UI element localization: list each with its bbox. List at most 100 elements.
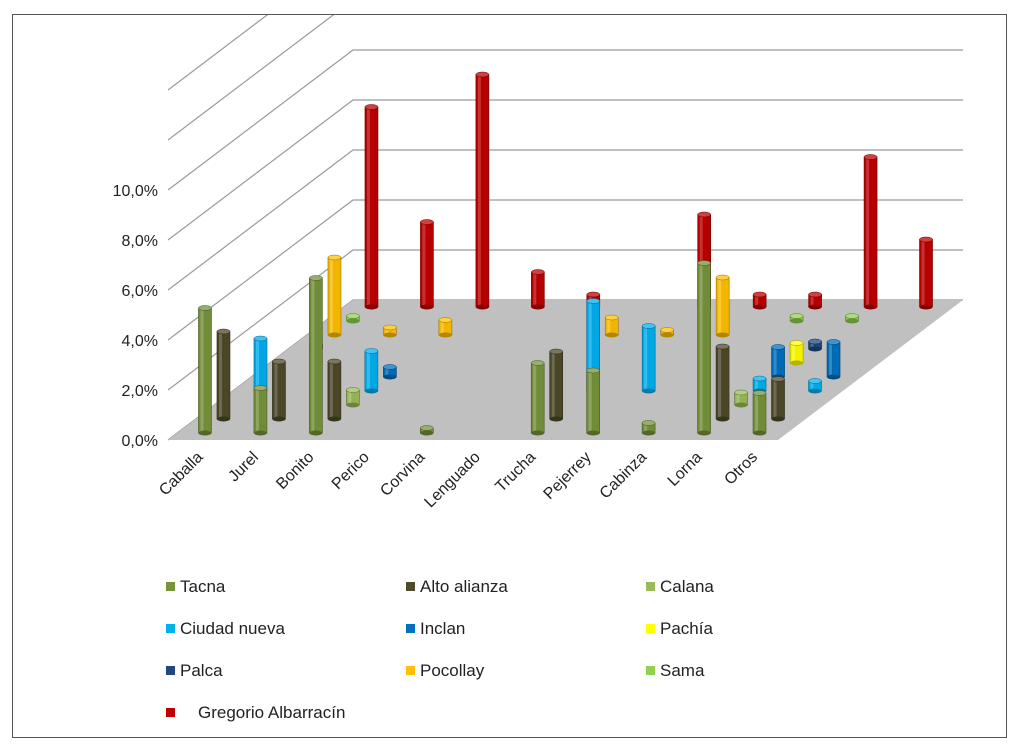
bar-pocollay-pejerrey xyxy=(715,274,730,338)
legend-item: Alto alianza xyxy=(406,577,508,596)
legend-swatch xyxy=(646,624,655,633)
bar-ciudad-nueva-otros xyxy=(808,378,822,394)
category-label: Cabinza xyxy=(597,449,651,503)
y-tick-label: 10,0% xyxy=(113,183,158,200)
legend-item: Gregorio Albarracín xyxy=(166,703,345,722)
bar-tacna-cabinza xyxy=(641,420,656,436)
bar-gregorio-albarracín-otros xyxy=(919,236,933,310)
gridline xyxy=(167,15,335,141)
gridline xyxy=(167,49,963,191)
legend: Tacna Alto alianza Calana Ciudad nueva Incla… xyxy=(166,577,714,722)
y-tick-label: 8,0% xyxy=(122,233,158,250)
legend-item: Ciudad nueva xyxy=(166,619,285,638)
legend-swatch xyxy=(646,666,655,675)
legend-item: Inclan xyxy=(406,619,465,638)
bar-alto-alianza-trucha xyxy=(549,348,564,422)
category-label: Lorna xyxy=(665,449,706,490)
bar-gregorio-albarracín-perico xyxy=(531,269,545,310)
legend-label: Ciudad nueva xyxy=(180,619,285,638)
legend-swatch xyxy=(166,708,175,717)
legend-item: Pachía xyxy=(646,619,713,638)
bar-calana-lorna xyxy=(734,389,748,408)
gridline xyxy=(167,199,963,341)
legend-item: Calana xyxy=(646,577,714,596)
legend-swatch xyxy=(166,582,175,591)
legend-item: Sama xyxy=(646,661,705,680)
bar-alto-alianza-lorna xyxy=(715,343,730,422)
category-label: Caballa xyxy=(156,449,206,499)
legend-swatch xyxy=(406,666,415,675)
y-tick-label: 2,0% xyxy=(122,383,158,400)
legend-label: Alto alianza xyxy=(420,577,508,596)
legend-label: Tacna xyxy=(180,577,226,596)
category-label: Corvina xyxy=(377,449,428,500)
bar-tacna-trucha xyxy=(530,360,545,436)
y-axis-ticks: 0,0% 2,0% 4,0% 6,0% 8,0% 10,0% xyxy=(113,183,158,450)
bar-inclan-lorna xyxy=(771,344,785,380)
bar-gregorio-albarracín-lorna xyxy=(863,154,878,310)
bar-palca-lorna xyxy=(808,338,822,352)
bar-tacna-pejerrey xyxy=(586,367,600,436)
bar-pocollay-trucha xyxy=(660,327,675,338)
bar-inclan-bonito xyxy=(383,364,397,380)
legend-swatch xyxy=(166,666,175,675)
bar-alto-alianza-jurel xyxy=(272,358,286,422)
bar-ciudad-nueva-pejerrey xyxy=(641,323,656,394)
bar-tacna-lorna xyxy=(697,260,711,436)
chart-frame: 0,0% 2,0% 4,0% 6,0% 8,0% 10,0% Caballa Jurel Bo… xyxy=(12,14,1007,738)
bar-tacna-bonito xyxy=(309,275,323,436)
category-label: Trucha xyxy=(492,449,539,496)
bar-gregorio-albarracín-jurel xyxy=(420,219,434,310)
chart-bars xyxy=(198,71,933,436)
legend-swatch xyxy=(166,624,175,633)
legend-item: Palca xyxy=(166,661,223,680)
bar-tacna-caballa xyxy=(198,305,212,436)
category-label: Jurel xyxy=(225,449,262,486)
legend-label: Pachía xyxy=(660,619,713,638)
legend-label: Palca xyxy=(180,661,223,680)
bar-gregorio-albarracín-bonito xyxy=(475,71,490,310)
legend-swatch xyxy=(646,582,655,591)
bar-ciudad-nueva-caballa xyxy=(253,335,268,394)
category-label: Perico xyxy=(329,449,373,493)
bar-ciudad-nueva-bonito xyxy=(364,348,379,394)
bar-pocollay-lenguado xyxy=(604,314,619,338)
y-tick-label: 6,0% xyxy=(122,283,158,300)
bar-tacna-corvina xyxy=(419,425,434,436)
bar-tacna-otros xyxy=(752,390,767,436)
chart-floor xyxy=(168,300,963,440)
category-label: Otros xyxy=(721,449,761,489)
bar-sama-cabinza xyxy=(789,313,804,324)
legend-item: Pocollay xyxy=(406,661,485,680)
bar-sama-caballa xyxy=(346,313,360,324)
bar-alto-alianza-caballa xyxy=(216,328,231,422)
bar-pachía-lorna xyxy=(789,340,804,366)
bar-pocollay-bonito xyxy=(438,317,453,338)
y-tick-label: 0,0% xyxy=(122,433,158,450)
bar-pocollay-caballa xyxy=(327,254,342,338)
bar-tacna-jurel xyxy=(253,385,268,436)
bar-calana-bonito xyxy=(346,387,360,408)
bar-alto-alianza-otros xyxy=(771,376,785,422)
category-label: Bonito xyxy=(273,449,317,493)
legend-label: Inclan xyxy=(420,619,465,638)
chart-3d-column: 0,0% 2,0% 4,0% 6,0% 8,0% 10,0% Caballa Jurel Bo… xyxy=(113,15,963,722)
legend-label: Calana xyxy=(660,577,714,596)
legend-label: Sama xyxy=(660,661,705,680)
legend-swatch xyxy=(406,624,415,633)
bar-sama-lorna xyxy=(845,313,859,324)
legend-label: Gregorio Albarracín xyxy=(198,703,345,722)
category-label: Lenguado xyxy=(421,449,483,511)
legend-swatch xyxy=(406,582,415,591)
bar-inclan-otros xyxy=(826,339,841,380)
y-tick-label: 4,0% xyxy=(122,333,158,350)
bar-gregorio-albarracín-pejerrey xyxy=(752,291,767,310)
bar-alto-alianza-bonito xyxy=(327,358,342,422)
legend-label: Pocollay xyxy=(420,661,485,680)
legend-item: Tacna xyxy=(166,577,226,596)
gridline xyxy=(167,149,963,291)
floor-plane xyxy=(168,300,963,440)
bar-gregorio-albarracín-caballa xyxy=(364,104,379,310)
bar-pocollay-jurel xyxy=(383,324,397,338)
